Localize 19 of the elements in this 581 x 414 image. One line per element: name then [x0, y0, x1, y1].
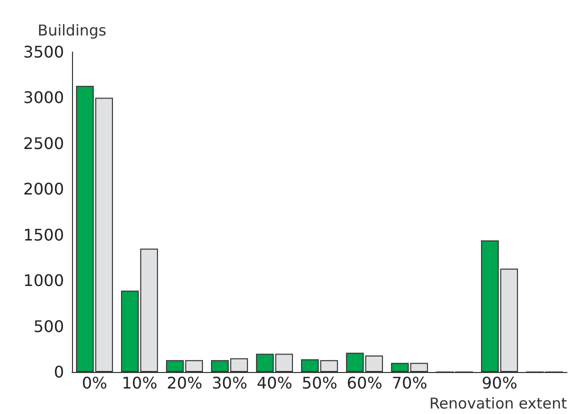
y-axis-title: Buildings: [38, 22, 107, 40]
y-tick-label: 1500: [23, 225, 64, 244]
x-tick-label: 0%: [82, 374, 108, 392]
x-tick-label: 10%: [122, 374, 158, 392]
x-tick-label: 70%: [392, 374, 428, 392]
y-tick-label: 1000: [23, 271, 64, 290]
y-tick-label: 3500: [23, 42, 64, 62]
y-tick-label: 3000: [23, 88, 64, 108]
y-tick-label: 500: [33, 316, 64, 336]
y-tick-label: 2000: [23, 180, 64, 199]
x-axis-title: Renovation extent: [429, 394, 568, 412]
y-tick-label: 0: [54, 362, 64, 382]
x-tick-label: 30%: [212, 374, 248, 392]
x-tick-label: 40%: [256, 374, 292, 392]
x-tick-label: 90%: [482, 374, 518, 392]
x-tick-label: 50%: [302, 374, 338, 392]
y-tick-label: 2500: [23, 134, 64, 153]
x-tick-label: 20%: [166, 374, 202, 392]
x-tick-label: 60%: [346, 374, 382, 392]
